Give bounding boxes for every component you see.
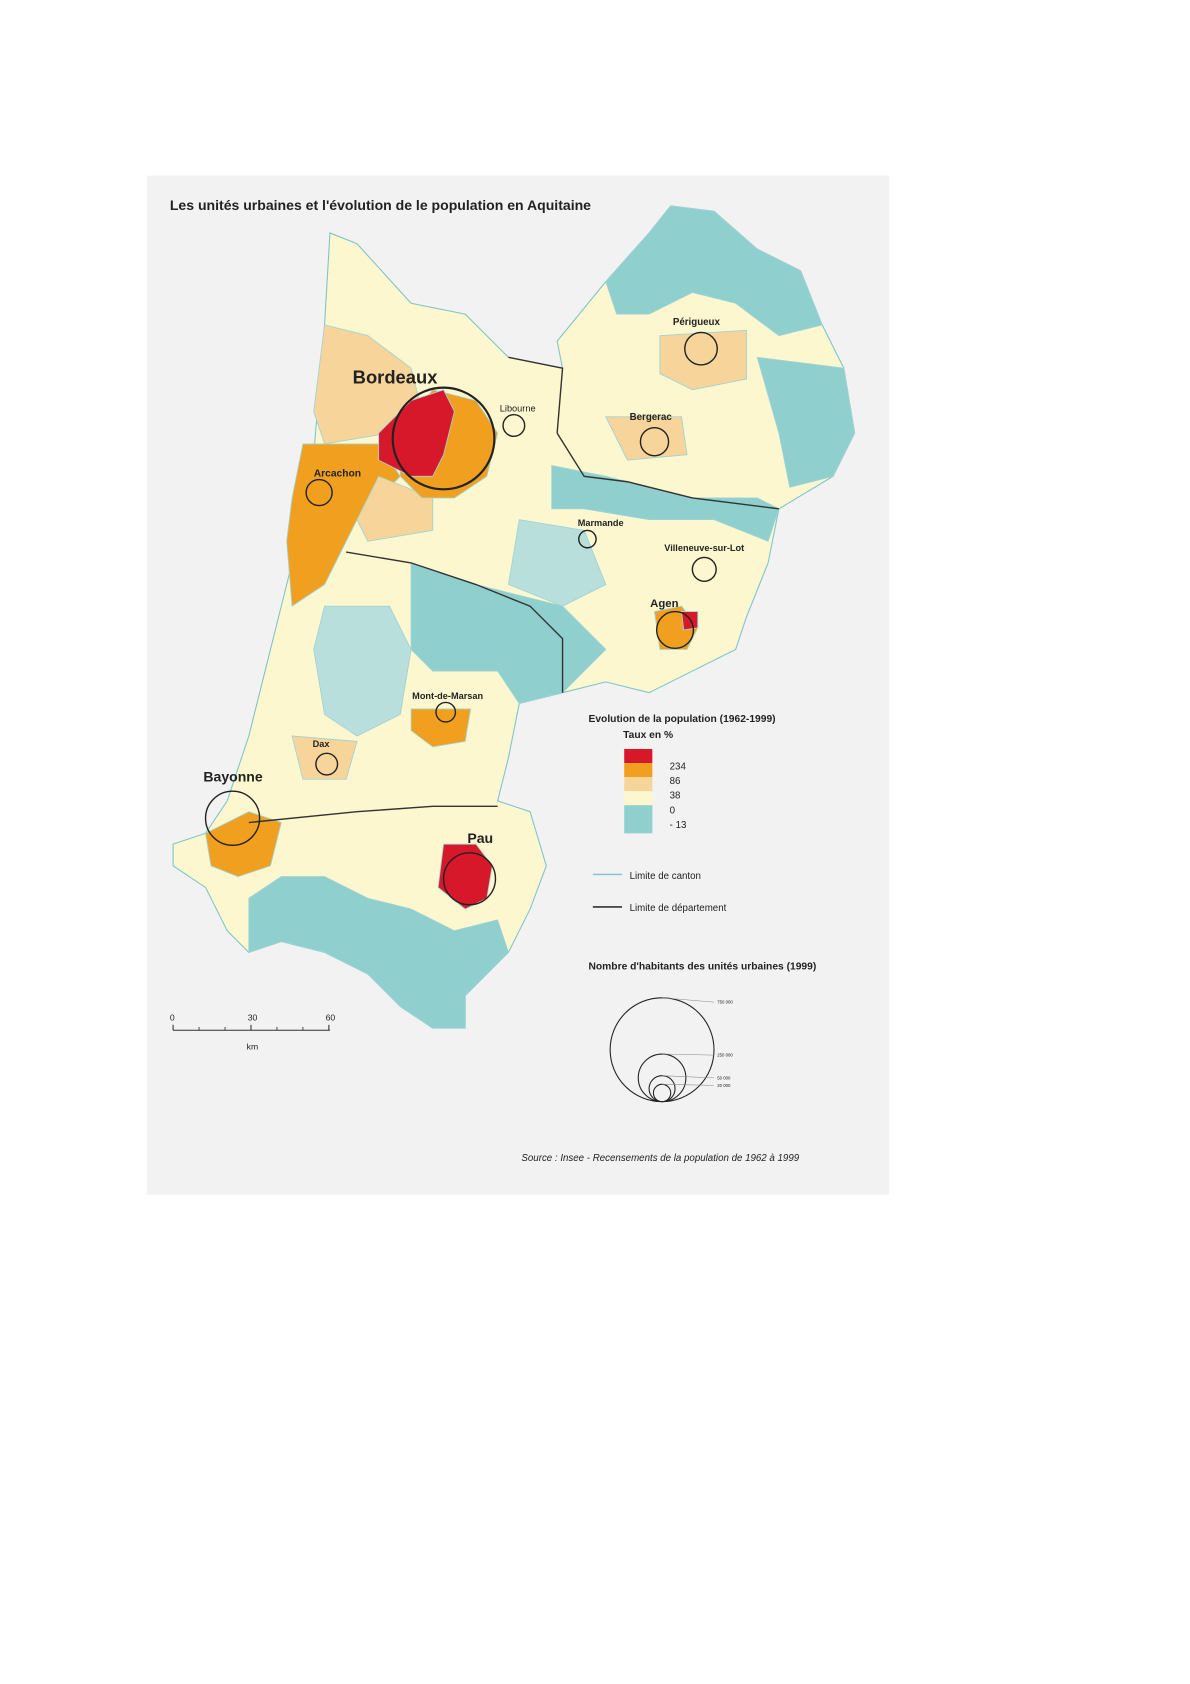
urban-unit-circle [435,701,457,723]
area-patch [507,519,607,607]
scale-tick-label: 0 [170,1013,175,1023]
area-patch [291,735,358,780]
department-boundary [248,805,498,824]
area-patch [378,389,455,477]
scale-tick-label: 30 [248,1013,258,1023]
legend-swatch [624,805,653,834]
urban-unit-circle [655,610,695,650]
city-label: Bayonne [203,768,263,784]
legend-swatch [624,791,653,806]
area-patch [659,329,747,391]
legend-class-label: 38 [670,791,681,802]
legend-class-label: 0 [670,805,676,816]
legend-circle-label: 750 000 [717,1000,733,1005]
urban-unit-circle [305,478,333,507]
legend-line-label: Limite de canton [630,871,701,882]
legend-class-label: - 13 [670,820,687,831]
area-patch [605,205,823,337]
area-patch [313,605,412,737]
city-label: Villeneuve-sur-Lot [664,543,744,553]
city-label: Libourne [500,403,536,413]
department-boundary [346,551,564,693]
urban-unit-circle [391,386,496,491]
urban-unit-circle [578,529,597,549]
area-patch [248,876,509,1029]
city-label: Arcachon [314,468,361,479]
urban-unit-circle [502,413,526,438]
legend-circle-label: 20 000 [717,1083,731,1088]
legend-swatch [624,777,653,792]
urban-unit-circle [315,752,339,776]
circle-legend-title: Nombre d'habitants des unités urbaines (… [589,962,817,973]
legend-class-label: 86 [670,776,681,787]
legend-subtitle: Taux en % [623,730,673,741]
map-title: Les unités urbaines et l'évolution de le… [170,197,591,213]
area-patch [756,356,856,488]
urban-unit-circle [442,852,497,906]
map-shapes [172,205,856,1029]
legend-leader [662,1075,715,1079]
area-patch [410,562,607,705]
city-label: Bordeaux [353,366,439,387]
legend-leader [662,997,715,1003]
source: Source : Insee - Recensements de la popu… [521,1153,799,1164]
city-label: Bergerac [630,412,673,423]
city-label: Agen [650,598,678,610]
legend-circle-label: 250 000 [717,1053,733,1058]
urban-unit-circle [691,556,717,582]
legend-leader [662,1084,715,1086]
city-label: Mont-de-Marsan [412,691,483,701]
urban-unit-circle [639,426,670,457]
city-label: Dax [313,739,331,749]
area-patch [205,811,282,878]
city-label: Pau [467,830,493,846]
department-boundary [556,432,779,510]
scale-unit: km [247,1042,259,1052]
department-boundary [508,356,564,434]
legend-circle-label: 50 000 [717,1075,731,1080]
urban-unit-circle [204,790,261,846]
legend-leader [662,1053,715,1056]
scale-tick-label: 60 [326,1013,336,1023]
legend-swatch [624,763,653,778]
legend-line-label: Limite de département [630,903,727,914]
city-label: Marmande [578,518,624,528]
city-label: Périgueux [673,317,721,328]
urban-unit-circle [684,331,718,366]
legend-swatch [624,748,653,764]
area-patch [681,611,699,631]
area-patch [410,708,472,748]
legend-title: Evolution de la population (1962-1999) [589,714,776,725]
legend-class-label: 234 [670,762,687,773]
map-labels: Les unités urbaines et l'évolution de le… [170,197,816,1164]
